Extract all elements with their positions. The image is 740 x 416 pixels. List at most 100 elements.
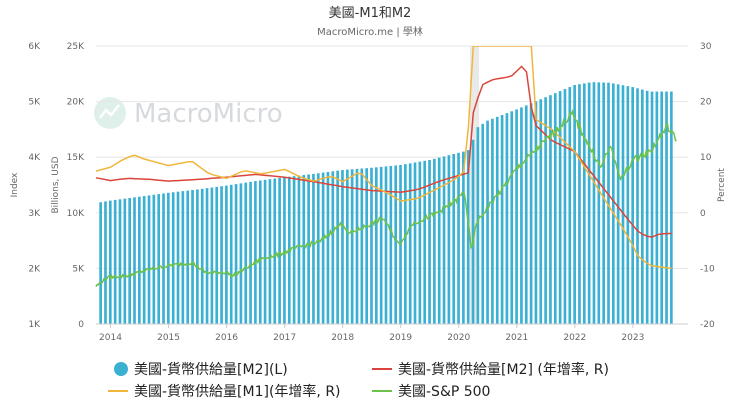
m2-bar	[215, 186, 219, 324]
m2-bar	[549, 95, 552, 324]
m2-bar	[404, 164, 407, 324]
billions-tick-label: 0	[78, 320, 84, 330]
x-tick-label: 2017	[273, 333, 296, 343]
x-tick-label: 2021	[505, 333, 528, 343]
m2-bar	[573, 85, 576, 324]
billions-tick-label: 10K	[67, 209, 85, 219]
m2-bar	[336, 170, 339, 324]
m2-bar	[108, 200, 112, 324]
m2-bar	[176, 191, 180, 324]
legend-item-m2-yoy[interactable]: 美國-貨幣供給量[M2] (年增率, R)	[372, 361, 609, 378]
m2-bar	[360, 168, 364, 324]
m2-bar	[302, 175, 306, 324]
m2-bars	[99, 82, 673, 325]
m2-bar	[128, 197, 131, 324]
legend-item-sp500[interactable]: 美國-S&P 500	[372, 384, 490, 400]
m2-bar	[157, 194, 161, 324]
chart-title: 美國-M1和M2	[329, 6, 412, 21]
m2-bar	[239, 183, 243, 324]
percent-axis: -20 -10 0 10 20 30	[700, 42, 715, 330]
x-tick-label: 2016	[215, 333, 238, 343]
legend-item-m2[interactable]: 美國-貨幣供給量[M2](L)	[114, 361, 288, 378]
index-axis-title: Index	[10, 172, 20, 197]
m2-bar	[558, 91, 562, 324]
percent-tick-label: -20	[700, 320, 715, 330]
percent-tick-label: 0	[700, 209, 706, 219]
m2-bar	[621, 85, 625, 324]
m2-bar	[641, 89, 644, 324]
m2-bar	[665, 91, 668, 324]
m2-bar	[254, 181, 257, 324]
m2-bar	[466, 150, 470, 324]
m2-bar	[133, 197, 136, 324]
m2-bar	[495, 116, 499, 325]
percent-tick-label: 30	[700, 42, 712, 52]
index-tick-label: 1K	[28, 320, 41, 330]
m2-bar	[191, 190, 194, 324]
legend-marker-m2	[114, 362, 128, 376]
m2-bar	[200, 188, 204, 324]
index-axis: 1K 2K 3K 4K 5K 6K	[28, 42, 41, 330]
m2-bar	[210, 187, 214, 324]
m2-bar	[529, 103, 533, 324]
m2-bar	[181, 191, 185, 324]
m2-bar	[524, 105, 528, 324]
m2-bar	[331, 171, 335, 324]
m2-bar	[220, 186, 223, 324]
m2-bar	[500, 115, 504, 325]
m2-bar	[428, 160, 431, 324]
m2-bar	[113, 199, 117, 324]
m2-bar	[442, 156, 446, 324]
m2-bar	[520, 107, 523, 324]
m2-bar	[171, 192, 175, 324]
m2-bar	[650, 91, 654, 324]
billions-axis-title: Billions, USD	[51, 156, 61, 213]
m2-bar	[263, 179, 267, 324]
x-tick-label: 2014	[99, 333, 122, 343]
x-tick-label: 2022	[563, 333, 586, 343]
m2-bar	[437, 157, 441, 324]
m2-bar	[365, 168, 368, 324]
m2-bar	[655, 91, 659, 324]
m2-bar	[167, 192, 170, 324]
legend: 美國-貨幣供給量[M2](L) 美國-貨幣供給量[M2] (年增率, R) 美國…	[108, 361, 609, 400]
m2-bar	[510, 111, 514, 325]
legend-item-m1-yoy[interactable]: 美國-貨幣供給量[M1](年增率, R)	[108, 383, 341, 400]
billions-tick-label: 20K	[67, 98, 85, 108]
index-tick-label: 5K	[28, 98, 41, 108]
billions-tick-label: 25K	[67, 42, 85, 52]
m2-bar	[312, 173, 315, 324]
m2-bar	[534, 101, 538, 324]
watermark-text: MacroMicro	[134, 99, 283, 129]
chart-subtitle: MacroMicro.me | 學林	[317, 25, 423, 38]
m2-bar	[423, 160, 427, 324]
m2-bar	[99, 202, 102, 324]
index-tick-label: 4K	[28, 153, 41, 163]
x-tick-label: 2019	[389, 333, 412, 343]
m2-bar	[413, 162, 417, 324]
m2-bar	[229, 184, 233, 324]
m2-bar	[152, 194, 156, 324]
watermark-logo: MacroMicro	[94, 97, 283, 129]
m2-bar	[670, 91, 673, 324]
m2-bar	[268, 179, 272, 324]
covid-shading	[470, 46, 479, 324]
m2-bar	[626, 86, 630, 324]
x-axis: 2014 2015 2016 2017 2018 2019 2020 2021 2022 2023	[96, 323, 688, 343]
m2-bar	[408, 163, 412, 324]
m2-bar	[234, 184, 238, 324]
m2-bar	[563, 89, 567, 324]
m2-bar	[491, 118, 494, 325]
m2-bar	[374, 167, 378, 324]
m2-bar	[452, 154, 456, 324]
index-tick-label: 2K	[28, 264, 41, 274]
m2-bar	[225, 185, 228, 324]
m2-bar	[616, 84, 620, 324]
m2-bar	[273, 178, 277, 324]
m2-bar	[278, 177, 281, 324]
m2-bar	[592, 82, 596, 324]
m2-bar	[350, 169, 354, 324]
billions-tick-label: 15K	[67, 153, 85, 163]
percent-tick-label: -10	[700, 264, 715, 274]
m2-bar	[162, 193, 165, 324]
